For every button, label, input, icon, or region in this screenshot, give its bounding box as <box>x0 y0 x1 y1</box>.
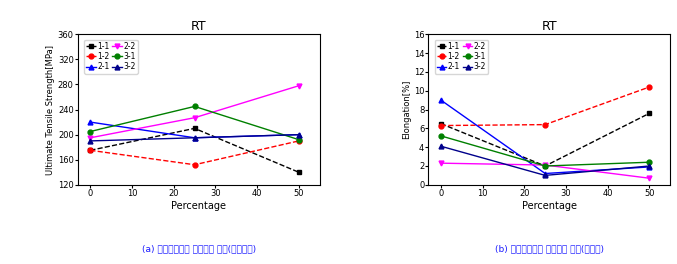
X-axis label: Percentage: Percentage <box>522 201 577 211</box>
Line: 2-1: 2-1 <box>88 120 301 140</box>
Line: 3-2: 3-2 <box>88 132 301 143</box>
1-1 <box>86 149 94 152</box>
1-2 <box>190 163 198 166</box>
1-2 <box>294 139 303 143</box>
3-1 <box>294 138 303 141</box>
1-1 <box>190 127 198 130</box>
3-1 <box>645 161 653 164</box>
2-2 <box>190 116 198 119</box>
Line: 3-1: 3-1 <box>88 104 301 142</box>
2-2 <box>86 136 94 139</box>
Title: RT: RT <box>542 20 557 33</box>
Legend: 1-1, 1-2, 2-1, 2-2, 3-1, 3-2: 1-1, 1-2, 2-1, 2-2, 3-1, 3-2 <box>435 40 488 73</box>
3-2 <box>645 164 653 168</box>
1-2 <box>86 149 94 152</box>
1-1 <box>294 171 303 174</box>
Title: RT: RT <box>191 20 206 33</box>
1-1 <box>645 112 653 115</box>
Line: 1-2: 1-2 <box>439 84 652 128</box>
2-1 <box>437 98 445 102</box>
Line: 3-1: 3-1 <box>439 134 652 168</box>
Text: (b) 점진응고품의 합금원소 영향(연신율): (b) 점진응고품의 합금원소 영향(연신율) <box>495 244 604 253</box>
1-2 <box>645 86 653 89</box>
1-2 <box>541 123 549 126</box>
3-1 <box>541 164 549 168</box>
Line: 2-2: 2-2 <box>439 161 652 181</box>
Text: (a) 점진응고품의 합금원소 영향(인장강도): (a) 점진응고품의 합금원소 영향(인장강도) <box>141 244 256 253</box>
3-1 <box>190 105 198 108</box>
1-2 <box>437 124 445 127</box>
2-1 <box>86 120 94 124</box>
2-1 <box>294 133 303 136</box>
2-2 <box>437 162 445 165</box>
3-2 <box>86 139 94 143</box>
3-2 <box>437 145 445 148</box>
2-1 <box>190 136 198 139</box>
2-2 <box>541 163 549 167</box>
Line: 3-2: 3-2 <box>439 144 652 178</box>
1-1 <box>437 122 445 125</box>
Line: 2-1: 2-1 <box>439 98 652 176</box>
Y-axis label: Elongation[%]: Elongation[%] <box>402 80 411 139</box>
Line: 2-2: 2-2 <box>88 83 301 140</box>
3-1 <box>437 134 445 138</box>
Line: 1-2: 1-2 <box>88 139 301 167</box>
2-1 <box>645 165 653 168</box>
2-2 <box>294 84 303 87</box>
Legend: 1-1, 1-2, 2-1, 2-2, 3-1, 3-2: 1-1, 1-2, 2-1, 2-2, 3-1, 3-2 <box>84 40 137 73</box>
3-2 <box>541 174 549 177</box>
3-1 <box>86 130 94 133</box>
2-1 <box>541 172 549 175</box>
Line: 1-1: 1-1 <box>88 126 301 175</box>
2-2 <box>645 177 653 180</box>
Line: 1-1: 1-1 <box>439 111 652 168</box>
3-2 <box>190 136 198 139</box>
1-1 <box>541 164 549 168</box>
3-2 <box>294 133 303 136</box>
X-axis label: Percentage: Percentage <box>171 201 226 211</box>
Y-axis label: Ultimate Tensile Strength[MPa]: Ultimate Tensile Strength[MPa] <box>46 45 55 175</box>
